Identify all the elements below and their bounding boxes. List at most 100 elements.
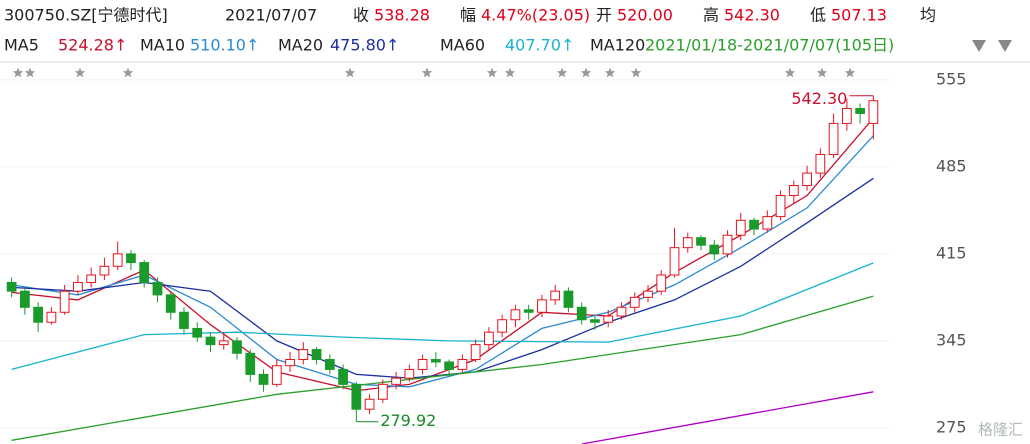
candle-body <box>576 306 587 321</box>
ma-field: MA5 <box>4 36 39 55</box>
candle-body <box>669 247 680 276</box>
y-tick-label: 555 <box>936 69 967 88</box>
ma-field: MA60 <box>440 36 485 55</box>
candle-body <box>59 290 70 313</box>
candle-body <box>815 153 826 174</box>
event-star <box>344 67 356 78</box>
candle-body <box>271 365 282 385</box>
ma-field: 2021/01/18-2021/07/07(105日) <box>645 36 894 55</box>
candle-body <box>762 216 773 230</box>
candle-body <box>20 290 30 308</box>
candle-body <box>550 290 561 301</box>
event-star <box>580 67 592 78</box>
y-tick-label: 345 <box>936 330 967 349</box>
event-star <box>421 67 433 78</box>
ma-field: 510.10↑ <box>190 36 259 55</box>
quote-field: 300750.SZ[宁德时代] <box>4 6 168 25</box>
event-star <box>604 67 616 78</box>
quote-field: 520.00 <box>617 6 673 25</box>
candle-body <box>629 296 640 308</box>
candle-body <box>855 107 865 114</box>
candle-body <box>616 306 627 317</box>
candle-body <box>709 244 720 255</box>
quote-field: 507.13 <box>831 6 887 25</box>
ma-field: MA120 <box>590 36 645 55</box>
candle-body <box>192 327 203 338</box>
candle-body <box>656 274 667 292</box>
ma-field: MA20 <box>278 36 323 55</box>
candle-body <box>338 368 348 385</box>
candle-body <box>311 349 322 361</box>
candle-body <box>6 281 17 292</box>
event-star <box>504 67 516 78</box>
candle-body <box>735 219 746 236</box>
candle-body <box>218 340 229 346</box>
quote-field: 542.30 <box>724 6 780 25</box>
candle-body <box>126 253 136 264</box>
y-tick-label: 275 <box>936 417 967 436</box>
y-tick-label: 485 <box>936 156 967 175</box>
candle-body <box>152 281 163 296</box>
candle-body <box>749 219 759 230</box>
candle-body <box>603 315 614 323</box>
candle-body <box>99 265 110 276</box>
candle-body <box>33 306 44 323</box>
quote-field: 均 <box>920 6 936 25</box>
y-tick-label: 415 <box>936 243 967 262</box>
quote-field: 幅 <box>460 6 476 25</box>
candle-body <box>722 234 733 255</box>
quote-field: 538.28 <box>374 6 430 25</box>
candle-body <box>497 319 508 333</box>
event-star <box>844 67 856 78</box>
ma-field: MA10 <box>140 36 185 55</box>
event-star <box>556 67 568 78</box>
ma-field: 524.28↑ <box>58 36 127 55</box>
candle-body <box>165 294 176 313</box>
ma-field: 475.80↑ <box>330 36 399 55</box>
candle-body <box>841 107 852 124</box>
candle-body <box>391 377 401 385</box>
ma-line <box>581 391 874 444</box>
candle-body <box>404 368 415 379</box>
candle-body <box>285 359 295 367</box>
candle-body <box>46 311 57 323</box>
candle-body <box>457 359 468 370</box>
event-markers <box>12 67 856 78</box>
dropdown-icon[interactable] <box>998 40 1012 52</box>
quote-field: 低 <box>810 6 826 25</box>
candle-body <box>232 340 242 354</box>
candle-body <box>802 172 812 187</box>
candle-body <box>377 383 388 400</box>
candle-body <box>245 352 256 375</box>
candle-body <box>351 383 362 410</box>
candle-body <box>775 194 786 218</box>
candle-body <box>430 359 441 363</box>
labels: 275 345 415 485 555 542.30 279.92 格隆汇 <box>356 69 1023 439</box>
dropdown-icon[interactable] <box>972 40 986 52</box>
candle-body <box>696 237 706 246</box>
grid <box>0 79 890 429</box>
candle-body <box>788 185 799 196</box>
candle-body <box>484 331 494 346</box>
ma-line <box>11 262 874 371</box>
candles <box>6 95 879 422</box>
candle-body <box>324 359 335 370</box>
quote-field: 高 <box>703 6 719 25</box>
candle-body <box>417 359 428 370</box>
candle-body <box>537 299 547 313</box>
candle-body <box>828 122 839 155</box>
candle-body <box>205 336 216 346</box>
ma-field: 407.70↑ <box>505 36 574 55</box>
candle-body <box>73 281 83 292</box>
candle-body <box>682 237 693 249</box>
quote-field: 收 <box>353 6 369 25</box>
event-star <box>486 67 498 78</box>
candle-body <box>86 274 97 283</box>
event-star <box>24 67 36 78</box>
candle-body <box>139 262 150 283</box>
candle-body <box>470 344 481 361</box>
annotation: 279.92 <box>380 411 436 430</box>
candle-body <box>179 311 189 329</box>
candle-body <box>643 290 653 298</box>
